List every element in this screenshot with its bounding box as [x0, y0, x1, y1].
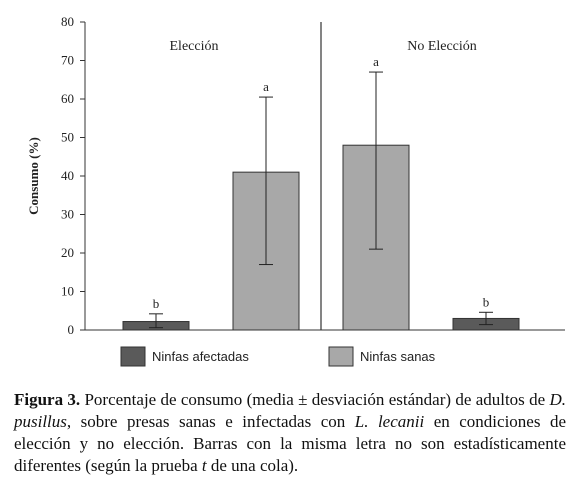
legend-label: Ninfas sanas [360, 349, 436, 364]
y-tick-label: 40 [61, 168, 74, 183]
y-tick-label: 10 [61, 284, 74, 299]
legend-label: Ninfas afectadas [152, 349, 249, 364]
chart-legend: Ninfas afectadas Ninfas sanas [120, 346, 436, 367]
bar-chart: 0 10 20 30 40 50 60 70 80 Consumo (%) Elección No E… [26, 14, 565, 367]
y-tick-label: 20 [61, 245, 74, 260]
group-title: No Elección [407, 39, 477, 54]
chart-bars: b a a b [122, 54, 520, 331]
y-tick-label: 50 [61, 130, 74, 145]
caption-text-1: Porcentaje de consumo (media ± desviació… [80, 390, 550, 409]
y-tick-label: 80 [61, 14, 74, 29]
caption-label: Figura 3. [14, 390, 81, 409]
chart-axes: 0 10 20 30 40 50 60 70 80 Consumo (%) Elección No E… [26, 14, 565, 337]
y-tick-label: 30 [61, 207, 74, 222]
y-tick-label: 0 [68, 322, 75, 337]
caption-text-4: de una cola). [206, 456, 299, 475]
y-axis-label: Consumo (%) [26, 137, 41, 215]
caption-text-2: , sobre presas sanas e infectadas con [66, 412, 355, 431]
legend-swatch [120, 346, 146, 367]
caption-species-1: D. pusillus [14, 390, 566, 431]
caption-text-3: en condiciones de elección y no elección… [14, 412, 566, 475]
significance-letter: a [373, 54, 379, 69]
legend-swatch [328, 346, 354, 367]
y-tick-label: 60 [61, 91, 74, 106]
significance-letter: b [153, 296, 160, 311]
caption-t: t [201, 456, 207, 475]
figure-caption: Figura 3. Porcentaje de consumo (media ±… [14, 389, 566, 477]
significance-letter: b [483, 294, 490, 309]
significance-letter: a [263, 79, 269, 94]
y-tick-label: 70 [61, 53, 74, 68]
caption-species-2: L. lecanii [354, 412, 425, 431]
group-title: Elección [170, 39, 219, 54]
